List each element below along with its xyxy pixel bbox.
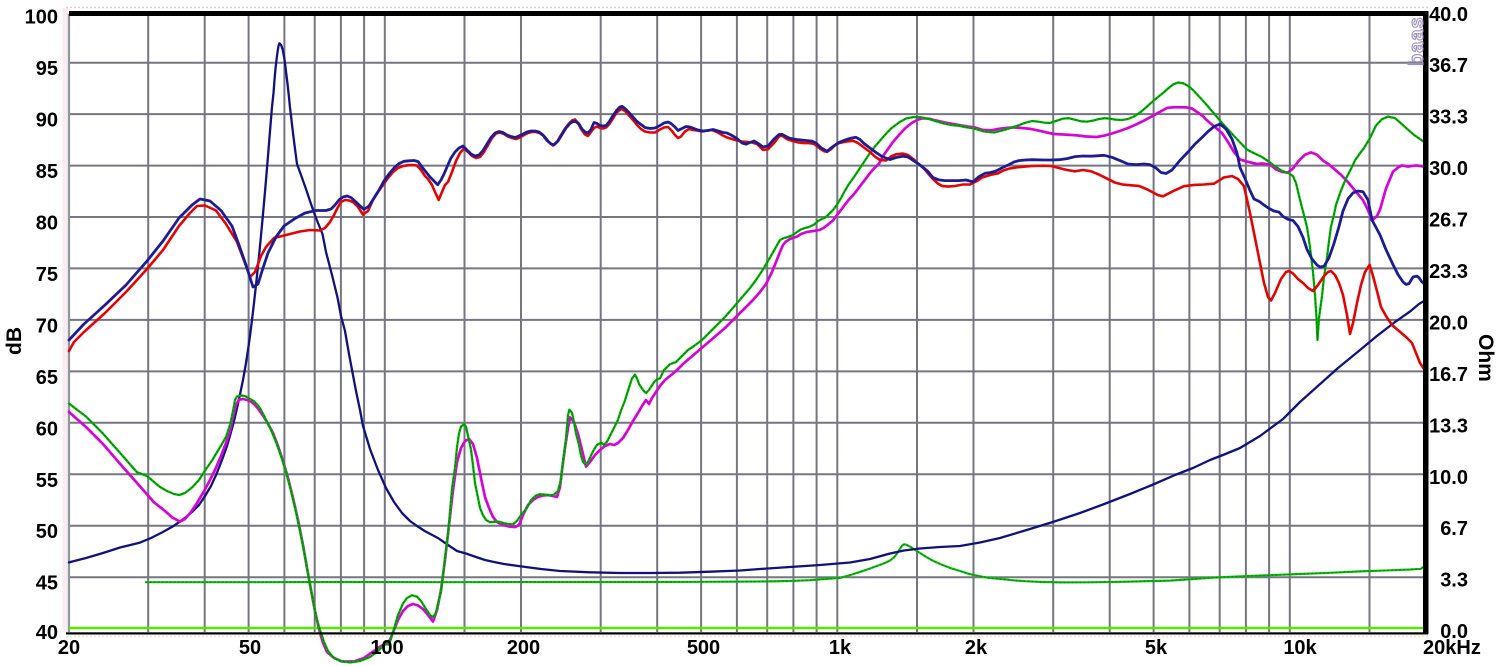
svg-text:5k: 5k: [1145, 637, 1168, 659]
svg-text:70: 70: [36, 315, 58, 337]
svg-text:36.7: 36.7: [1429, 55, 1468, 77]
svg-text:50: 50: [36, 521, 58, 543]
svg-text:3.3: 3.3: [1440, 570, 1468, 592]
svg-text:75: 75: [36, 264, 58, 286]
svg-text:45: 45: [36, 573, 58, 595]
svg-text:13.3: 13.3: [1429, 415, 1468, 437]
svg-text:1k: 1k: [829, 637, 852, 659]
svg-text:33.3: 33.3: [1429, 107, 1468, 129]
svg-text:6.7: 6.7: [1440, 518, 1468, 540]
svg-text:baas: baas: [1406, 16, 1428, 66]
svg-text:40.0: 40.0: [1429, 4, 1468, 26]
svg-text:20: 20: [58, 637, 80, 659]
svg-text:200: 200: [507, 637, 540, 659]
svg-text:10k: 10k: [1283, 637, 1317, 659]
svg-text:95: 95: [36, 58, 58, 80]
svg-text:0.0: 0.0: [1440, 621, 1468, 643]
svg-text:80: 80: [36, 213, 58, 235]
svg-text:60: 60: [36, 418, 58, 440]
svg-text:40: 40: [36, 622, 58, 644]
svg-text:20.0: 20.0: [1429, 312, 1468, 334]
svg-text:100: 100: [370, 637, 403, 659]
svg-text:55: 55: [36, 470, 58, 492]
svg-text:26.7: 26.7: [1429, 210, 1468, 232]
svg-text:16.7: 16.7: [1429, 364, 1468, 386]
svg-text:100: 100: [25, 7, 58, 29]
svg-text:50: 50: [239, 637, 261, 659]
svg-text:90: 90: [36, 110, 58, 132]
svg-text:30.0: 30.0: [1429, 158, 1468, 180]
svg-text:10.0: 10.0: [1429, 467, 1468, 489]
svg-text:23.3: 23.3: [1429, 261, 1468, 283]
svg-text:Ohm: Ohm: [1474, 334, 1497, 382]
svg-text:500: 500: [687, 637, 720, 659]
svg-text:65: 65: [36, 367, 58, 389]
svg-text:2k: 2k: [965, 637, 988, 659]
svg-text:dB: dB: [3, 327, 26, 355]
svg-text:20kHz: 20kHz: [1423, 637, 1481, 659]
svg-text:85: 85: [36, 161, 58, 183]
